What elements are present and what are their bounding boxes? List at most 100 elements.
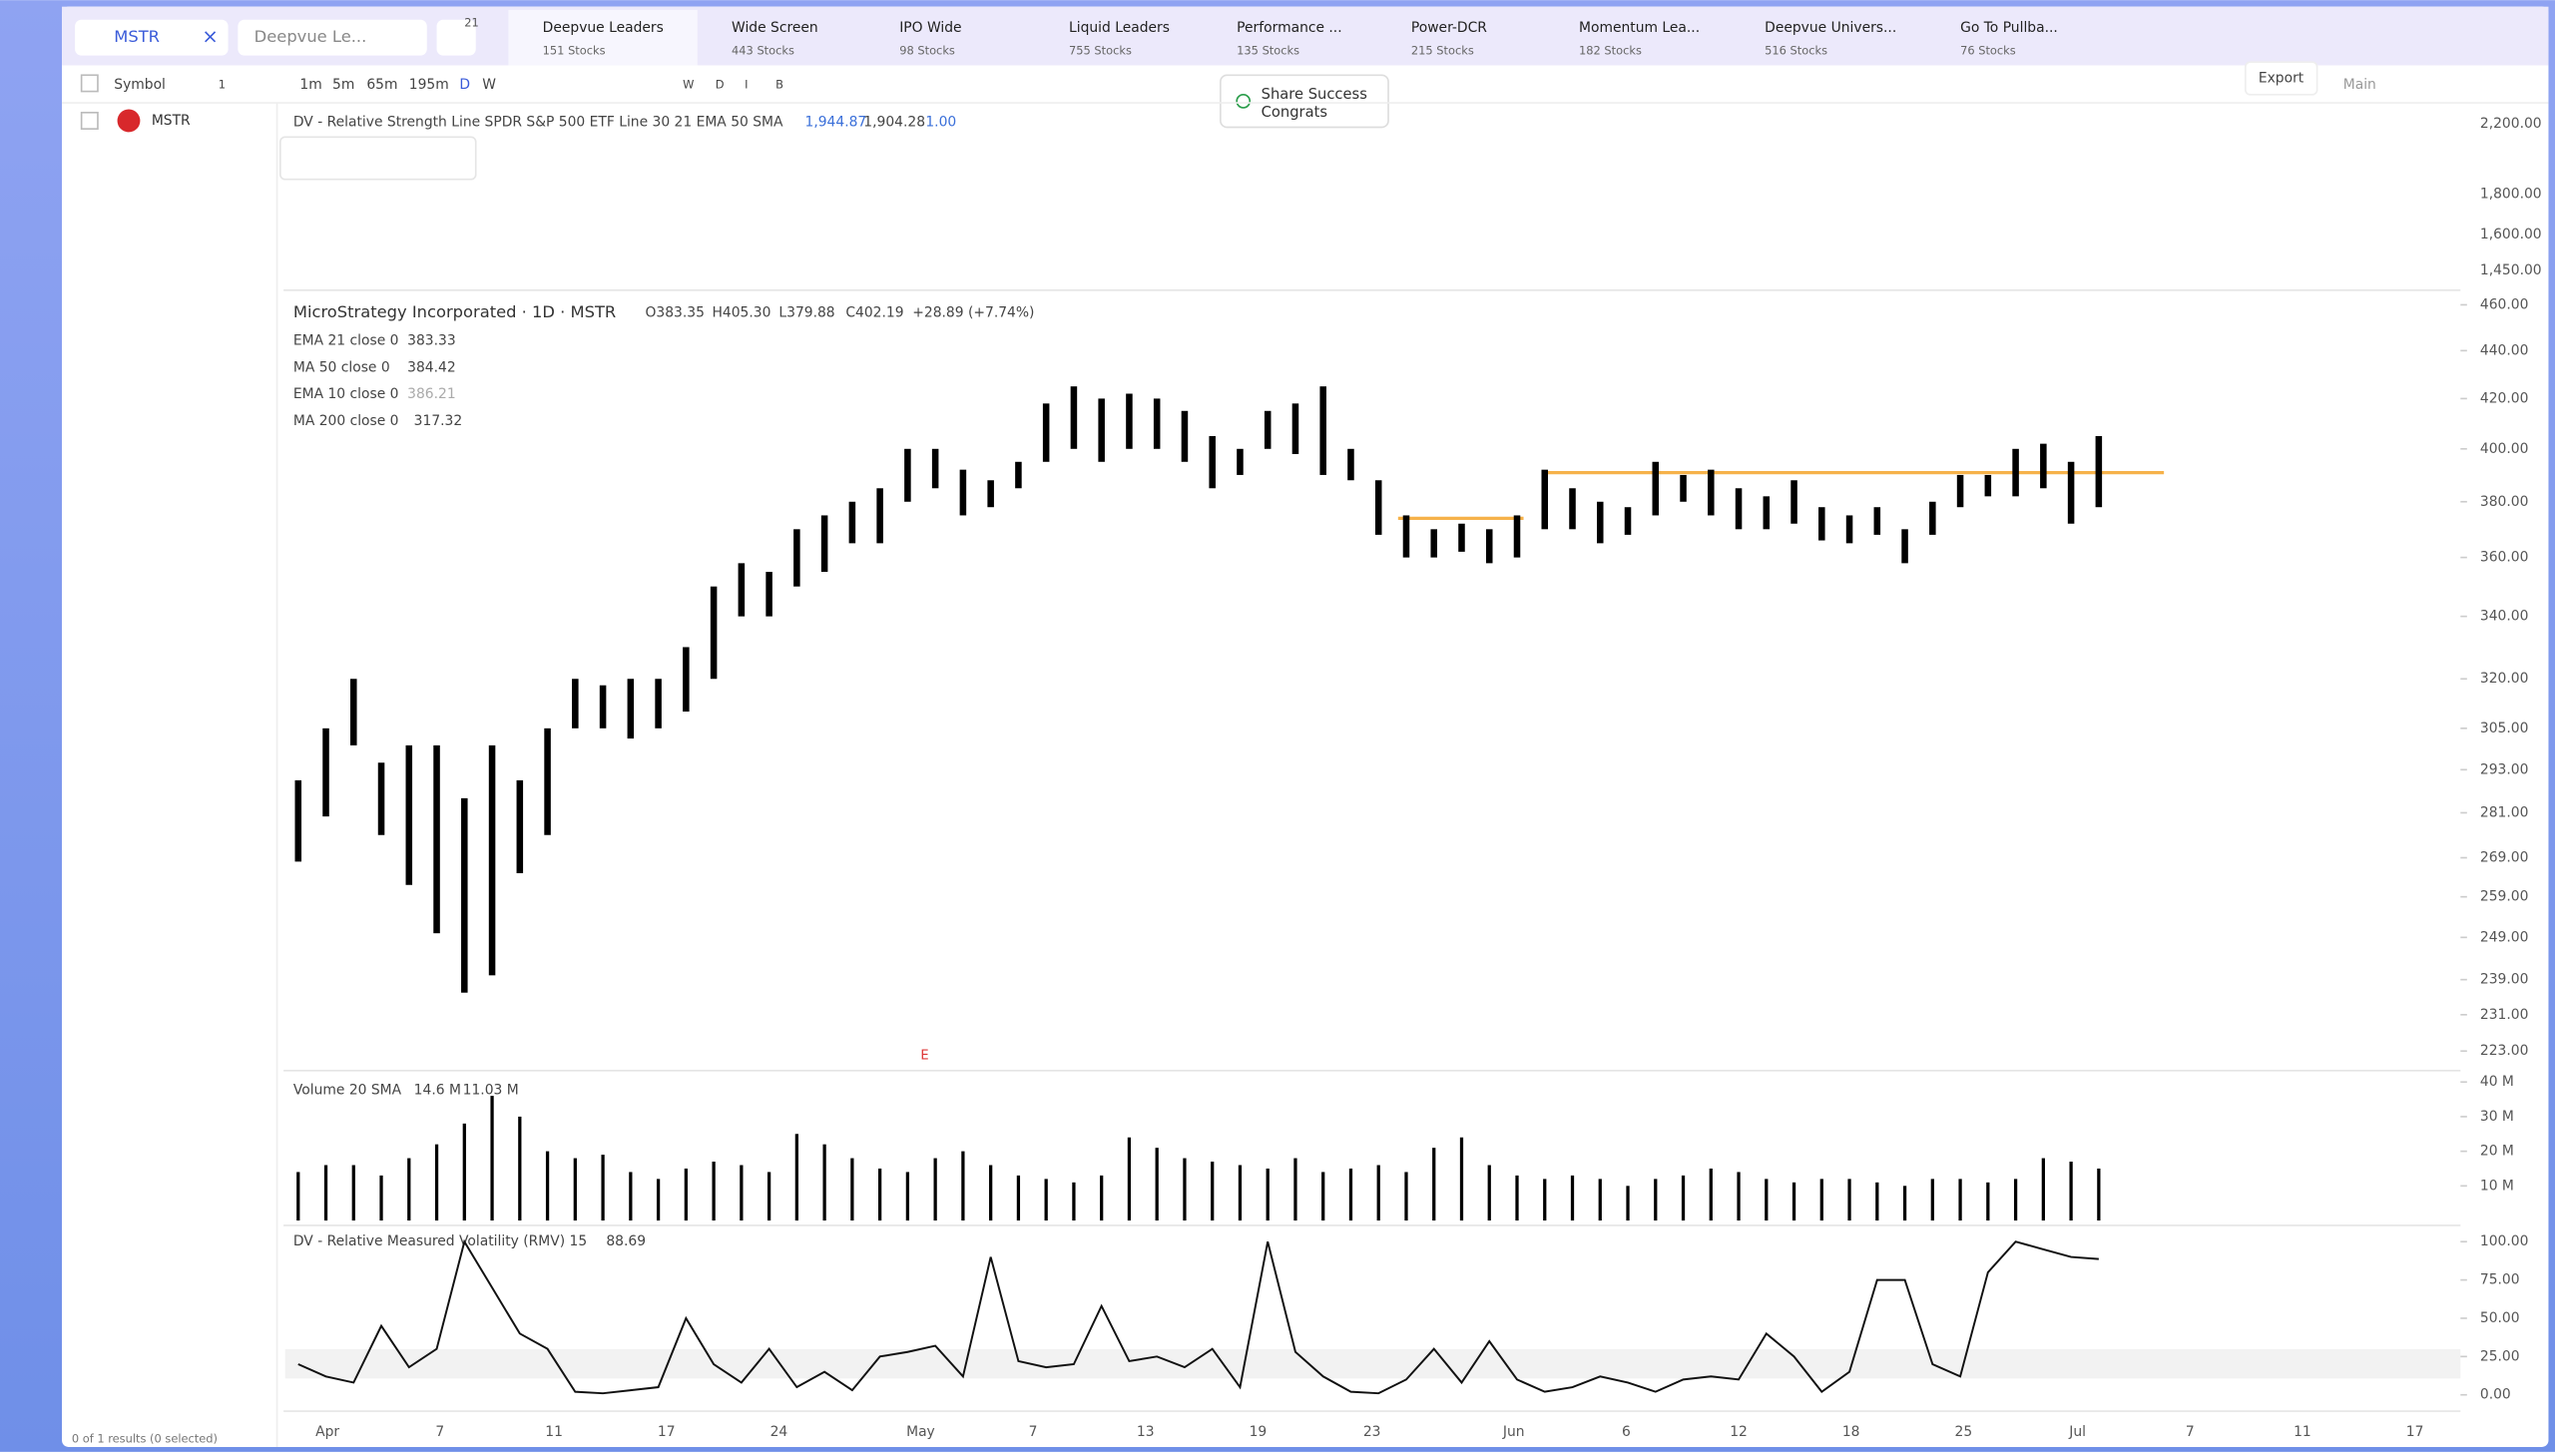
symbol-header: Symbol	[114, 77, 166, 93]
clear[interactable]: ×	[202, 25, 218, 48]
price-bar	[599, 685, 607, 728]
price-bar	[793, 529, 800, 587]
x-label: Jul	[2068, 1424, 2086, 1440]
price-bar	[876, 488, 883, 544]
price-bar	[1929, 501, 1936, 535]
symbol[interactable]: MSTR	[152, 113, 191, 129]
volume-bar	[1902, 1186, 1907, 1221]
footer: 0 of 1 results (0 selected)	[72, 1431, 218, 1445]
tab-name[interactable]: Deepvue Leaders	[543, 20, 664, 36]
volume-bar	[1515, 1175, 1519, 1221]
toast-icon	[1236, 94, 1252, 109]
legend-value: 384.42	[407, 359, 456, 375]
price-bar	[377, 762, 385, 835]
price-bar	[2095, 435, 2103, 508]
volume-bar	[1432, 1148, 1436, 1221]
volume-bar	[407, 1158, 411, 1221]
price-bar	[1569, 488, 1576, 530]
tab-name[interactable]: Wide Screen	[732, 20, 818, 36]
volume-bar	[656, 1179, 661, 1221]
tab-name[interactable]: Performance ...	[1237, 20, 1341, 36]
earnings: E	[920, 1049, 928, 1064]
checkbox[interactable]	[80, 74, 99, 93]
volume-bar	[1293, 1158, 1297, 1221]
price-bar	[1126, 393, 1133, 449]
toggle[interactable]: W	[683, 78, 694, 92]
volume-bar	[684, 1168, 688, 1221]
price-bar	[1845, 515, 1853, 544]
volume-value: 11.03 M	[463, 1082, 519, 1098]
price-bar	[1818, 507, 1825, 541]
tab-name[interactable]: Deepvue Univers...	[1765, 20, 1896, 36]
top-bar	[62, 6, 2549, 66]
volume-bar	[573, 1158, 577, 1221]
volume-bar	[545, 1151, 550, 1221]
rmv-tick: 25.00	[2480, 1348, 2520, 1364]
tab-name[interactable]: Liquid Leaders	[1069, 20, 1170, 36]
export-tooltip: Export	[2259, 71, 2304, 87]
price-bar	[987, 480, 994, 508]
tab-count: 151 Stocks	[543, 43, 606, 57]
volume-bar	[1958, 1179, 1962, 1221]
tab-name[interactable]: IPO Wide	[899, 20, 961, 36]
filter-btn[interactable]	[436, 19, 476, 56]
tab-count: 443 Stocks	[732, 43, 794, 57]
price-bar	[738, 563, 746, 617]
checkbox[interactable]	[80, 111, 99, 130]
tab-count: 182 Stocks	[1579, 43, 1642, 57]
badge: 21	[464, 16, 479, 30]
interval[interactable]: 65m	[366, 77, 397, 93]
watchlist: Deepvue Le...	[255, 27, 367, 46]
price-bar	[488, 744, 496, 976]
x-label: 7	[435, 1424, 444, 1440]
interval[interactable]: 195m	[409, 77, 449, 93]
volume-bar	[379, 1175, 383, 1221]
price-bar	[1763, 496, 1771, 530]
rs-tick: 1,800.00	[2480, 186, 2542, 202]
x-label: Jun	[1502, 1424, 1525, 1440]
price-bar	[931, 448, 939, 489]
volume-bar	[2041, 1158, 2045, 1221]
ohlc: O383.35	[646, 305, 705, 321]
interval[interactable]: W	[482, 77, 496, 93]
watchlist-box[interactable]	[238, 19, 427, 56]
chart-title: MicroStrategy Incorporated · 1D · MSTR	[293, 302, 616, 321]
x-label: 7	[1029, 1424, 1038, 1440]
volume-bar	[1016, 1175, 1021, 1221]
x-label: 19	[1250, 1424, 1268, 1440]
price-bar	[1680, 474, 1687, 502]
x-label: Apr	[315, 1424, 339, 1440]
search-box[interactable]	[75, 19, 229, 56]
price-bar	[516, 779, 524, 874]
price-bar	[572, 679, 579, 728]
price-tick: 231.00	[2480, 1007, 2529, 1023]
interval[interactable]: 1m	[299, 77, 321, 93]
toggle[interactable]: I	[745, 78, 748, 92]
toggle[interactable]: D	[716, 78, 725, 92]
volume-bar	[1100, 1175, 1104, 1221]
price-bar	[1181, 410, 1189, 462]
volume-bar	[1875, 1182, 1879, 1221]
app	[62, 6, 2549, 1447]
drawing-toolbar[interactable]	[279, 136, 477, 181]
volume-bar	[1183, 1158, 1187, 1221]
price-bar	[1984, 474, 1992, 497]
volume-bar	[490, 1096, 494, 1221]
tab-name[interactable]: Power-DCR	[1411, 20, 1487, 36]
interval[interactable]: 5m	[332, 77, 354, 93]
toggle[interactable]: B	[775, 78, 783, 92]
tab-name[interactable]: Go To Pullba...	[1960, 20, 2058, 36]
volume-bar	[1348, 1168, 1353, 1221]
price-bar	[1597, 501, 1604, 544]
volume-bar	[1626, 1186, 1630, 1221]
volume-bar	[850, 1158, 854, 1221]
rs-value: 1.00	[925, 115, 956, 131]
price-tick: 249.00	[2480, 929, 2529, 945]
layout[interactable]: Main	[2343, 77, 2376, 93]
rs-value: 1,904.28	[863, 115, 925, 131]
tab-name[interactable]: Momentum Lea...	[1579, 20, 1700, 36]
interval[interactable]: D	[459, 77, 470, 93]
rmv-tick: 50.00	[2480, 1310, 2520, 1326]
active-tab[interactable]	[508, 9, 698, 66]
price-tick: 440.00	[2480, 342, 2529, 358]
